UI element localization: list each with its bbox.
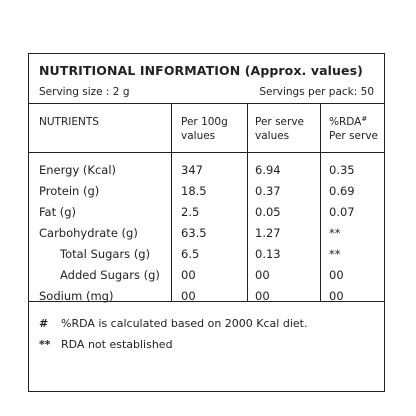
cell-nutrient: Total Sugars (g): [60, 247, 151, 261]
header-per100-line2: values: [181, 130, 216, 142]
footnote-mark: #: [39, 317, 49, 330]
cell-nutrient: Added Sugars (g): [60, 268, 160, 282]
cell-nutrient: Carbohydrate (g): [39, 226, 138, 240]
header-per100: Per 100g values: [181, 115, 228, 143]
header-rda-line2: Per serve: [329, 130, 378, 142]
cell-nutrient: Energy (Kcal): [39, 163, 116, 177]
cell-per100: 00: [181, 268, 196, 282]
cell-nutrient: Protein (g): [39, 184, 100, 198]
serving-size: Serving size : 2 g: [39, 86, 130, 98]
cell-nutrient: Sodium (mg): [39, 289, 114, 303]
cell-per100: 00: [181, 289, 196, 303]
servings-per-pack: Servings per pack: 50: [259, 86, 374, 98]
cell-rda: 0.35: [329, 163, 355, 177]
divider-header-top: [29, 103, 384, 104]
header-perserve-line1: Per serve: [255, 116, 304, 128]
cell-perserve: 0.37: [255, 184, 281, 198]
cell-per100: 18.5: [181, 184, 207, 198]
cell-perserve: 0.05: [255, 205, 281, 219]
cell-nutrient: Fat (g): [39, 205, 77, 219]
cell-rda: 0.69: [329, 184, 355, 198]
cell-rda: 0.07: [329, 205, 355, 219]
header-perserve: Per serve values: [255, 115, 304, 143]
header-nutrients: NUTRIENTS: [39, 116, 99, 128]
cell-rda: **: [329, 247, 341, 261]
nutrition-panel: NUTRITIONAL INFORMATION (Approx. values)…: [28, 53, 385, 392]
cell-rda: **: [329, 226, 341, 240]
header-rda: %RDA# Per serve: [329, 115, 378, 143]
panel-title: NUTRITIONAL INFORMATION (Approx. values): [39, 63, 363, 78]
cell-perserve: 00: [255, 268, 270, 282]
header-perserve-line2: values: [255, 130, 290, 142]
header-per100-line1: Per 100g: [181, 116, 228, 128]
cell-rda: 00: [329, 289, 344, 303]
footnote: ** RDA not established: [39, 338, 173, 351]
cell-per100: 6.5: [181, 247, 200, 261]
footnote-mark: **: [39, 338, 51, 351]
cell-perserve: 1.27: [255, 226, 281, 240]
cell-perserve: 6.94: [255, 163, 281, 177]
header-rda-mark: #: [361, 115, 368, 123]
cell-per100: 2.5: [181, 205, 200, 219]
footnote-text: RDA not established: [61, 338, 173, 351]
cell-rda: 00: [329, 268, 344, 282]
cell-perserve: 0.13: [255, 247, 281, 261]
column-divider: [171, 103, 172, 301]
header-rda-line1: %RDA#: [329, 115, 378, 129]
cell-per100: 63.5: [181, 226, 207, 240]
column-divider: [320, 103, 321, 301]
footnote: # %RDA is calculated based on 2000 Kcal d…: [39, 317, 307, 330]
footnote-text: %RDA is calculated based on 2000 Kcal di…: [61, 317, 308, 330]
header-rda-label: %RDA: [329, 116, 362, 128]
divider-table-bottom: [29, 301, 384, 302]
cell-per100: 347: [181, 163, 203, 177]
divider-header-bottom: [29, 152, 384, 153]
column-divider: [247, 103, 248, 301]
cell-perserve: 00: [255, 289, 270, 303]
